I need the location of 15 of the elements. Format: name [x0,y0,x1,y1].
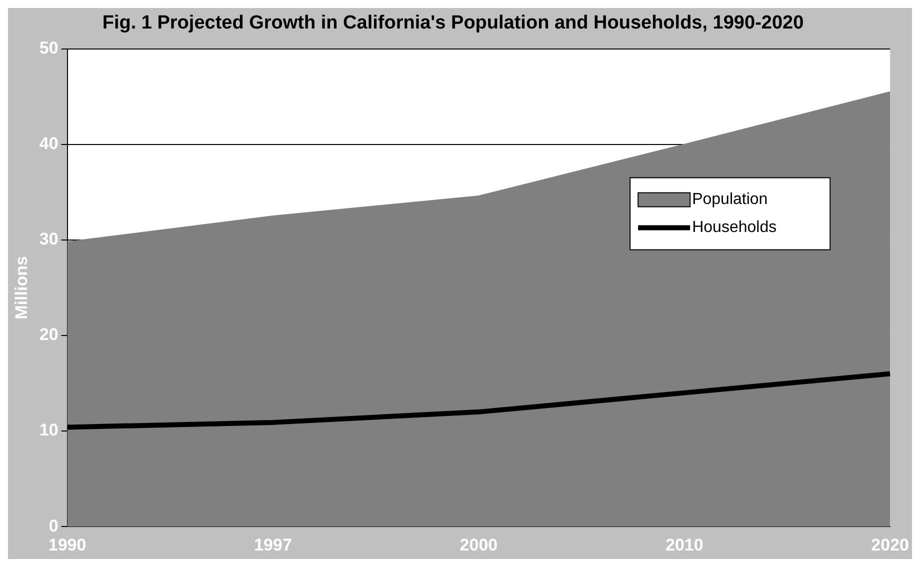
y-tick-label: 20 [39,325,58,344]
y-axis-title: Millions [12,256,31,320]
legend-label: Households [692,219,777,236]
x-tick-label: 2010 [665,535,704,554]
x-tick-label: 2000 [460,535,498,554]
x-tick-label: 1997 [254,535,292,554]
y-tick-label: 30 [39,230,58,249]
x-tick-label: 1990 [48,535,86,554]
y-tick-label: 50 [39,38,58,58]
y-tick-label: 10 [39,420,58,440]
y-tick-label: 0 [48,516,58,536]
y-tick-label: 40 [39,134,58,154]
chart-title: Fig. 1 Projected Growth in California's Population and Households, 1990-2020 [102,12,804,34]
legend-label: Population [692,191,768,208]
x-tick-label: 2020 [871,535,910,554]
